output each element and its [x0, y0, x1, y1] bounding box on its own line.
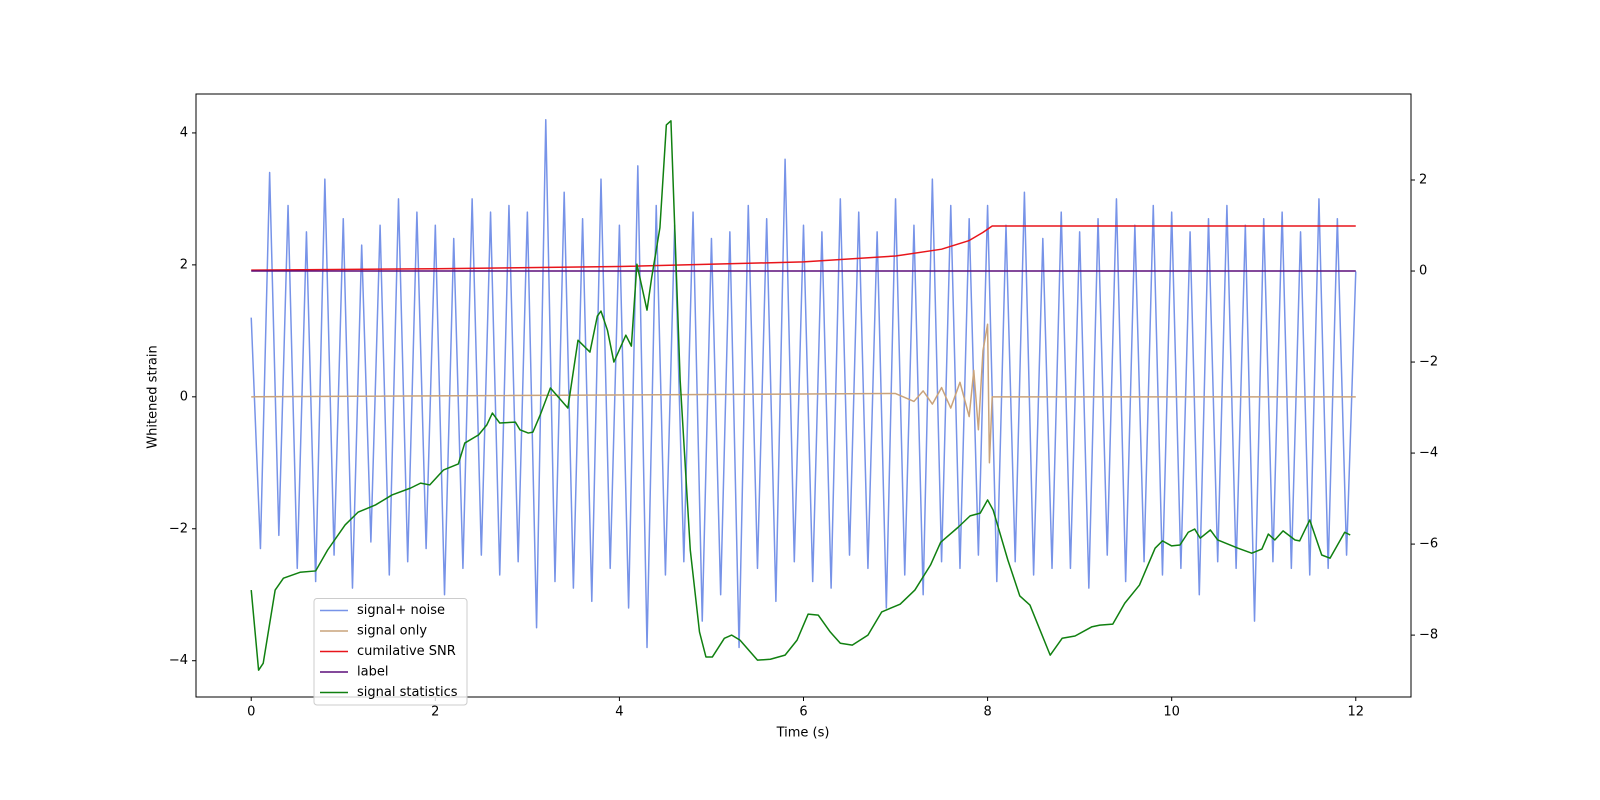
y2-tick-label: 0 [1419, 264, 1427, 279]
x-tick-label: 6 [799, 705, 807, 720]
series-line [251, 323, 1356, 464]
y-tick-label: −4 [169, 653, 188, 668]
x-tick-label: 4 [615, 705, 623, 720]
x-axis-label: Time (s) [776, 726, 830, 741]
x-tick-label: 10 [1163, 705, 1180, 720]
y-tick-label: 2 [180, 257, 188, 272]
x-tick-label: 8 [983, 705, 991, 720]
legend-label: signal statistics [357, 685, 458, 700]
legend-label: cumilative SNR [357, 644, 456, 659]
y-axis-label: Whitened strain [146, 345, 161, 448]
y-tick-label: −2 [169, 521, 188, 536]
y2-tick-label: −6 [1419, 537, 1438, 552]
y2-tick-label: −2 [1419, 355, 1438, 370]
legend-label: signal+ noise [357, 603, 445, 618]
y2-tick-label: −8 [1419, 628, 1438, 643]
y-tick-label: 4 [180, 125, 188, 140]
series-line [250, 118, 1357, 649]
legend-label: signal only [357, 624, 427, 639]
x-tick-label: 0 [247, 705, 255, 720]
x-tick-label: 2 [431, 705, 439, 720]
series-line [251, 225, 1356, 271]
legend-label: label [357, 665, 388, 680]
plot-frame [195, 93, 1412, 698]
y-tick-label: 0 [180, 389, 188, 404]
series-line [250, 120, 1351, 671]
y2-tick-label: −4 [1419, 446, 1438, 461]
y2-tick-label: 2 [1419, 173, 1427, 188]
legend-box [313, 598, 468, 706]
x-tick-label: 12 [1347, 705, 1364, 720]
